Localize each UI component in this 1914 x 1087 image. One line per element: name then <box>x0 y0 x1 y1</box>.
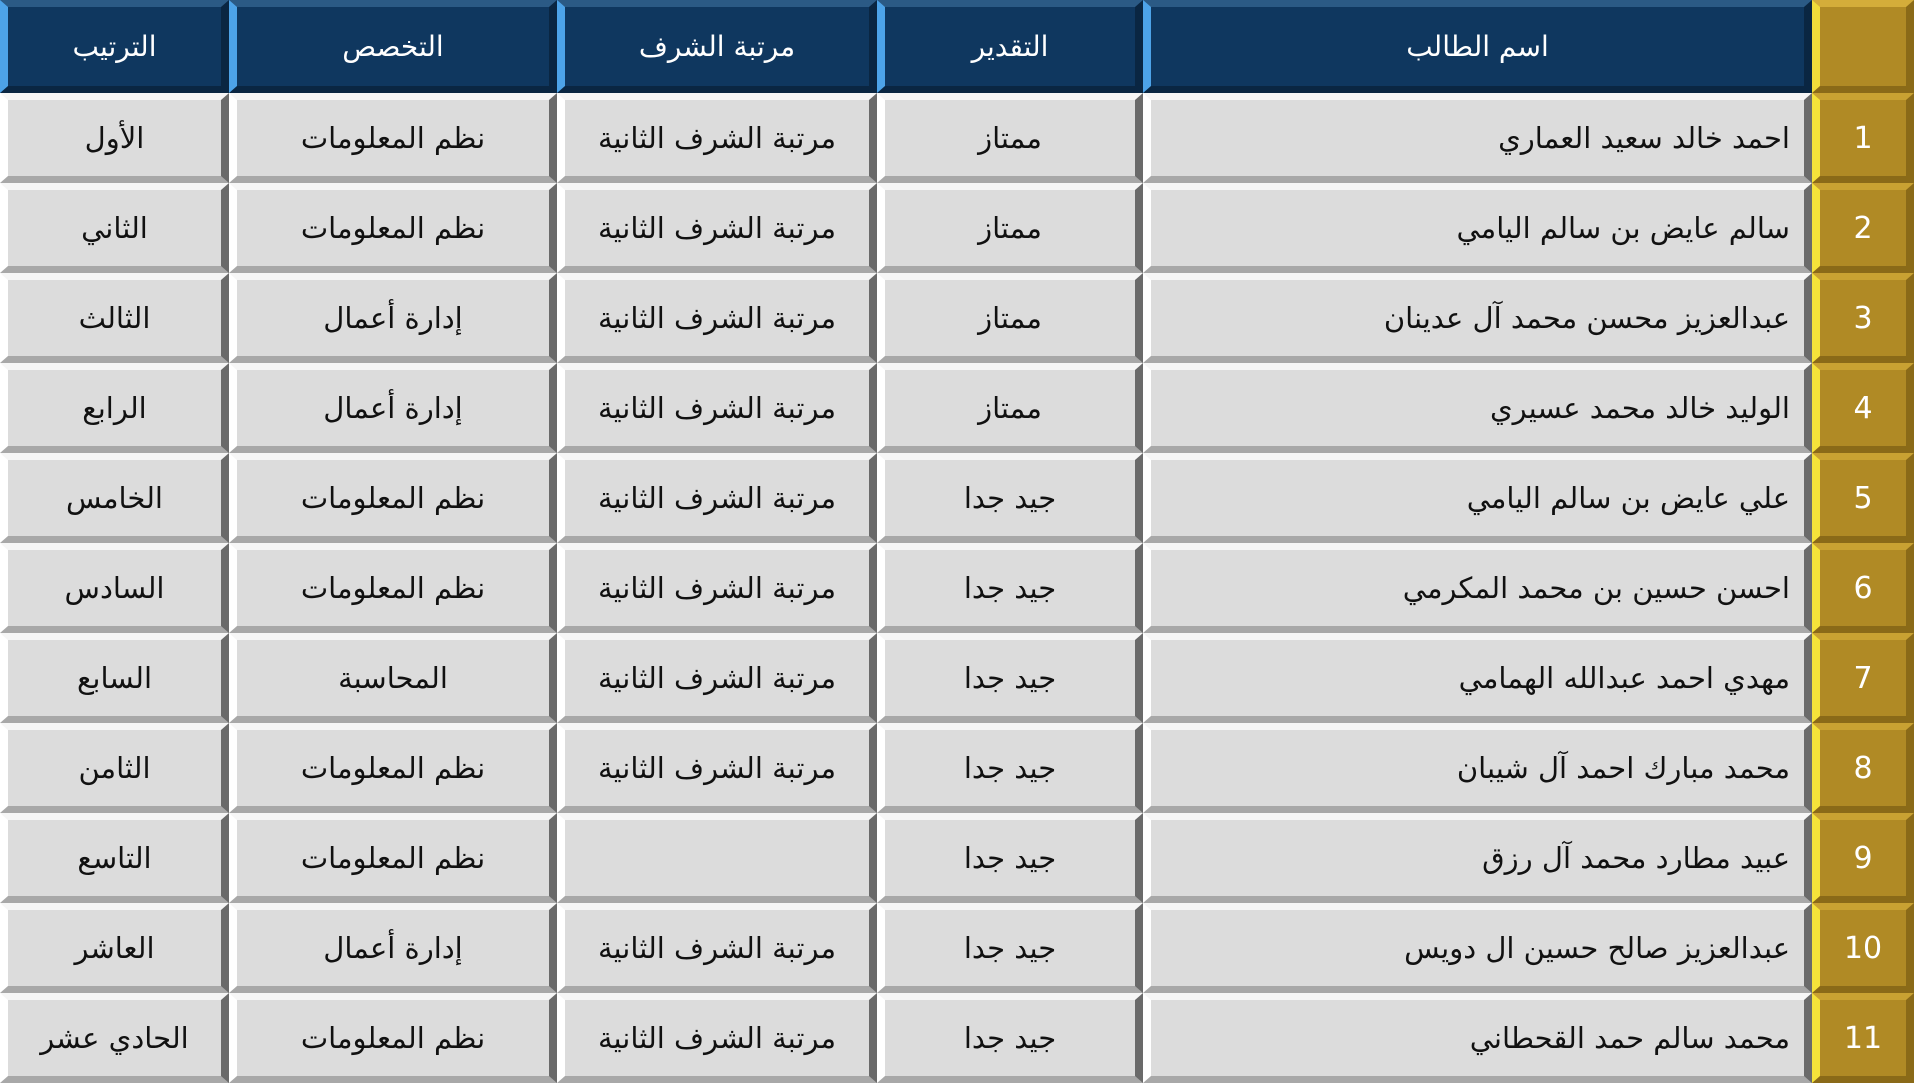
grade-cell: جيد جدا <box>877 903 1143 993</box>
honor-rank-cell: مرتبة الشرف الثانية <box>557 903 877 993</box>
row-number-cell: 7 <box>1812 633 1914 723</box>
row-number-cell: 8 <box>1812 723 1914 813</box>
row-number-cell: 4 <box>1812 363 1914 453</box>
student-name-cell: عبدالعزيز صالح حسين ال دويس <box>1143 903 1812 993</box>
grade-cell: جيد جدا <box>877 543 1143 633</box>
major-cell: نظم المعلومات <box>229 723 557 813</box>
major-cell: المحاسبة <box>229 633 557 723</box>
header-number <box>1812 0 1914 93</box>
major-cell: إدارة أعمال <box>229 363 557 453</box>
header-major: التخصص <box>229 0 557 93</box>
grade-cell: جيد جدا <box>877 633 1143 723</box>
honor-rank-cell: مرتبة الشرف الثانية <box>557 993 877 1083</box>
student-name-cell: الوليد خالد محمد عسيري <box>1143 363 1812 453</box>
class-rank-cell: الثالث <box>0 273 229 363</box>
honor-rank-cell: مرتبة الشرف الثانية <box>557 453 877 543</box>
grade-cell: جيد جدا <box>877 453 1143 543</box>
row-number-cell: 10 <box>1812 903 1914 993</box>
student-name-cell: عبيد مطارد محمد آل رزق <box>1143 813 1812 903</box>
header-honor: مرتبة الشرف <box>557 0 877 93</box>
honor-rank-cell: مرتبة الشرف الثانية <box>557 723 877 813</box>
major-cell: نظم المعلومات <box>229 453 557 543</box>
class-rank-cell: العاشر <box>0 903 229 993</box>
row-number-cell: 5 <box>1812 453 1914 543</box>
grade-cell: ممتاز <box>877 93 1143 183</box>
class-rank-cell: الأول <box>0 93 229 183</box>
student-name-cell: احسن حسين بن محمد المكرمي <box>1143 543 1812 633</box>
row-number-cell: 3 <box>1812 273 1914 363</box>
class-rank-cell: الثاني <box>0 183 229 273</box>
major-cell: نظم المعلومات <box>229 93 557 183</box>
student-name-cell: محمد سالم حمد القحطاني <box>1143 993 1812 1083</box>
student-name-cell: محمد مبارك احمد آل شيبان <box>1143 723 1812 813</box>
student-name-cell: سالم عايض بن سالم اليامي <box>1143 183 1812 273</box>
honor-rank-cell: مرتبة الشرف الثانية <box>557 633 877 723</box>
class-rank-cell: السادس <box>0 543 229 633</box>
honor-rank-cell: مرتبة الشرف الثانية <box>557 183 877 273</box>
class-rank-cell: السابع <box>0 633 229 723</box>
major-cell: إدارة أعمال <box>229 273 557 363</box>
student-name-cell: مهدي احمد عبدالله الهمامي <box>1143 633 1812 723</box>
header-name: اسم الطالب <box>1143 0 1812 93</box>
row-number-cell: 9 <box>1812 813 1914 903</box>
class-rank-cell: الحادي عشر <box>0 993 229 1083</box>
major-cell: نظم المعلومات <box>229 543 557 633</box>
row-number-cell: 2 <box>1812 183 1914 273</box>
header-grade: التقدير <box>877 0 1143 93</box>
student-name-cell: علي عايض بن سالم اليامي <box>1143 453 1812 543</box>
header-rank: الترتيب <box>0 0 229 93</box>
grade-cell: ممتاز <box>877 363 1143 453</box>
honor-rank-cell: مرتبة الشرف الثانية <box>557 363 877 453</box>
honor-rank-cell: مرتبة الشرف الثانية <box>557 543 877 633</box>
grade-cell: جيد جدا <box>877 723 1143 813</box>
row-number-cell: 6 <box>1812 543 1914 633</box>
major-cell: إدارة أعمال <box>229 903 557 993</box>
row-number-cell: 11 <box>1812 993 1914 1083</box>
class-rank-cell: التاسع <box>0 813 229 903</box>
honor-rank-cell <box>557 813 877 903</box>
major-cell: نظم المعلومات <box>229 993 557 1083</box>
student-name-cell: عبدالعزيز محسن محمد آل عدينان <box>1143 273 1812 363</box>
class-rank-cell: الخامس <box>0 453 229 543</box>
grade-cell: جيد جدا <box>877 813 1143 903</box>
grade-cell: ممتاز <box>877 183 1143 273</box>
class-rank-cell: الثامن <box>0 723 229 813</box>
class-rank-cell: الرابع <box>0 363 229 453</box>
honor-rank-cell: مرتبة الشرف الثانية <box>557 273 877 363</box>
honor-rank-cell: مرتبة الشرف الثانية <box>557 93 877 183</box>
grade-cell: جيد جدا <box>877 993 1143 1083</box>
major-cell: نظم المعلومات <box>229 183 557 273</box>
row-number-cell: 1 <box>1812 93 1914 183</box>
grade-cell: ممتاز <box>877 273 1143 363</box>
student-name-cell: احمد خالد سعيد العماري <box>1143 93 1812 183</box>
major-cell: نظم المعلومات <box>229 813 557 903</box>
